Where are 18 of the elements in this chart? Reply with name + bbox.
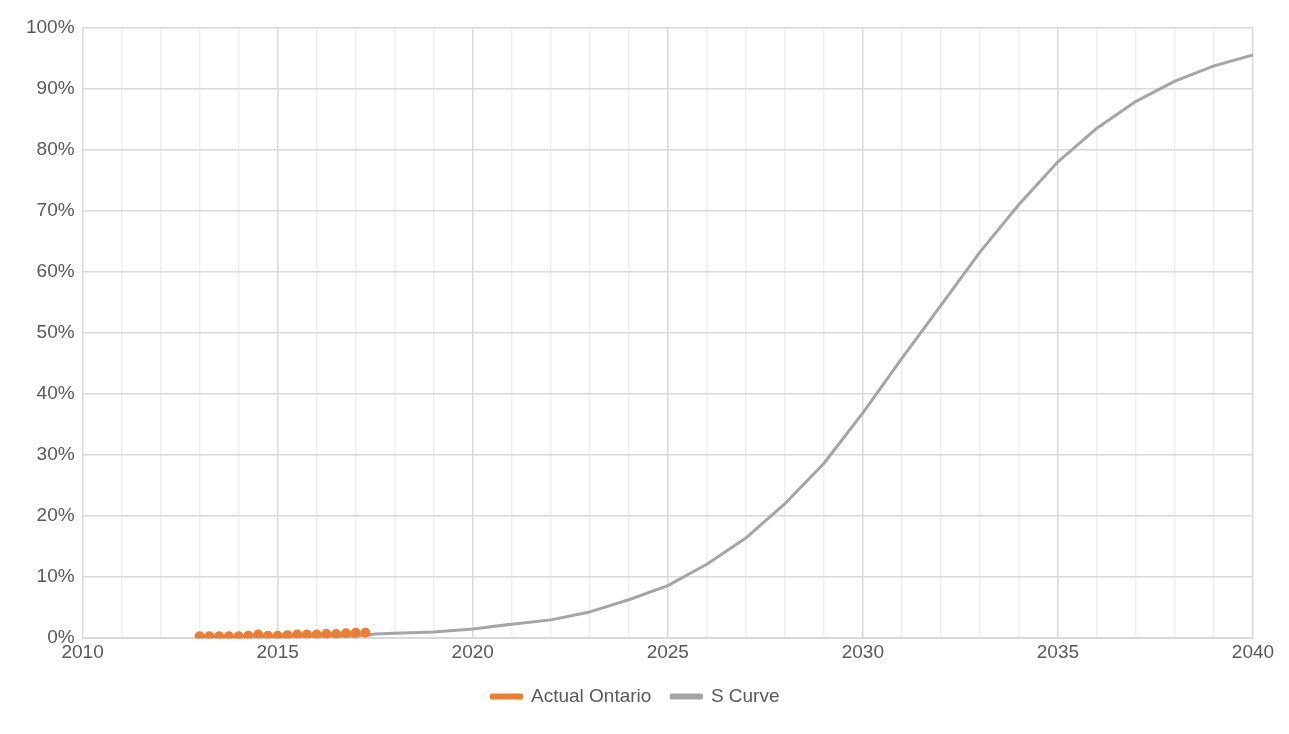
y-tick-label: 70% xyxy=(36,198,75,220)
y-tick-label: 10% xyxy=(36,565,75,587)
legend-label: S Curve xyxy=(710,684,780,706)
y-tick-label: 40% xyxy=(36,382,75,404)
y-tick-label: 100% xyxy=(25,15,75,37)
y-tick-label: 80% xyxy=(36,137,75,159)
x-tick-label: 2025 xyxy=(646,640,689,662)
y-tick-label: 60% xyxy=(36,259,75,281)
y-tick-label: 30% xyxy=(36,443,75,465)
legend-label: Actual Ontario xyxy=(530,684,652,706)
x-tick-label: 2040 xyxy=(1231,640,1275,662)
y-tick-label: 20% xyxy=(36,504,75,526)
x-tick-label: 2030 xyxy=(841,640,885,662)
x-tick-label: 2020 xyxy=(451,640,494,662)
y-tick-label: 50% xyxy=(36,321,75,343)
y-tick-label: 90% xyxy=(36,76,75,98)
x-tick-label: 2035 xyxy=(1036,640,1080,662)
x-tick-label: 2015 xyxy=(256,640,299,662)
